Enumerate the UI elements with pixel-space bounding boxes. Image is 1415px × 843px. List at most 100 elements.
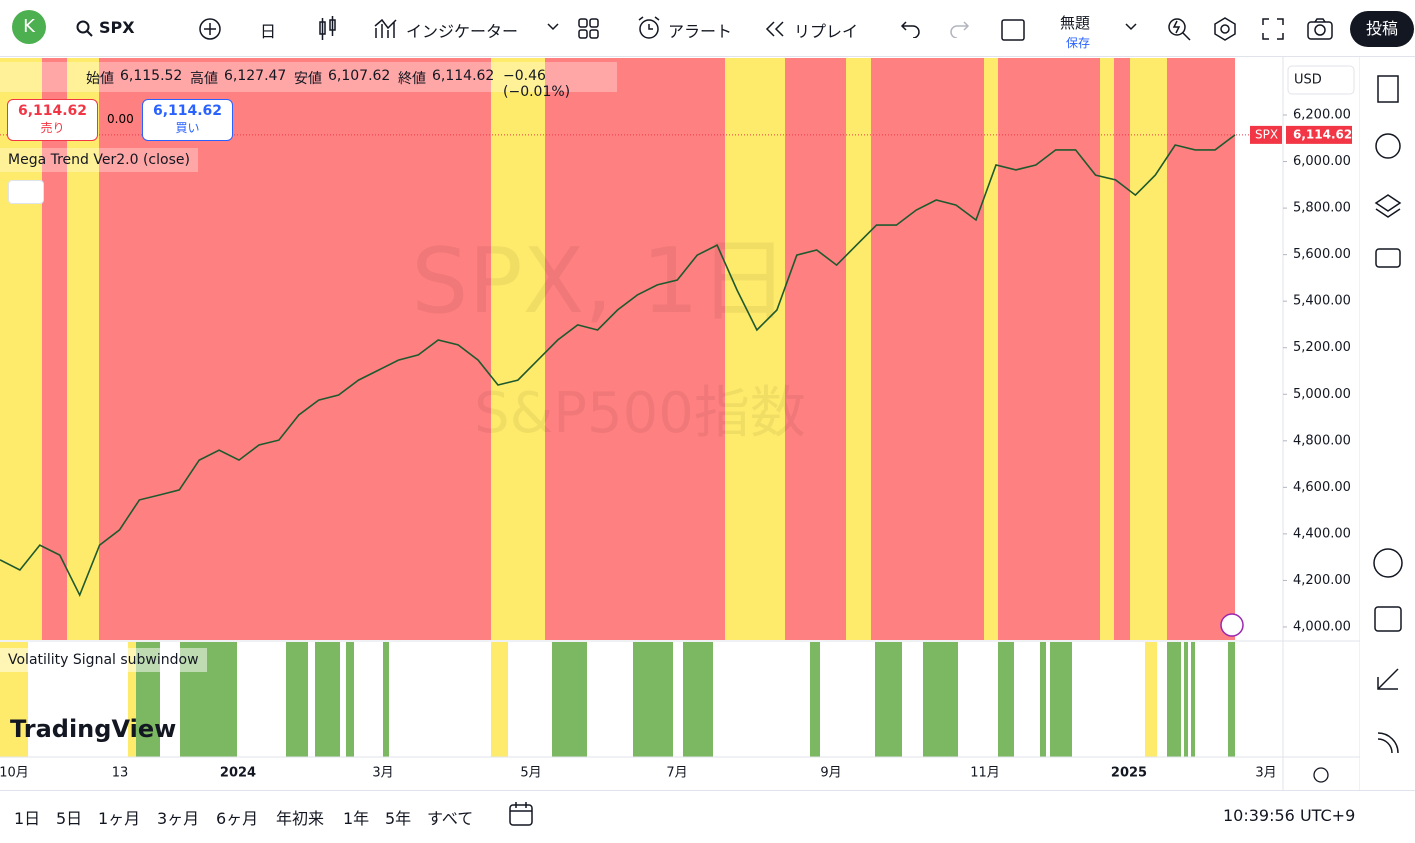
chat-icon[interactable] [1375, 248, 1401, 268]
avatar[interactable]: K [12, 10, 46, 44]
x-tick-label: 10月 [0, 766, 29, 781]
indicators[interactable]: インジケーター [406, 22, 519, 41]
alerts-icon[interactable] [1375, 133, 1401, 159]
low-label: 安値 [294, 71, 322, 87]
layout-name[interactable]: 無題 [1060, 14, 1091, 32]
layout-dropdown[interactable] [1124, 22, 1138, 32]
bull-band [725, 58, 785, 640]
symbol-tag [1250, 125, 1282, 144]
chart-type[interactable] [318, 16, 338, 40]
replay-icon[interactable] [764, 20, 788, 38]
range-button[interactable]: 5日 [56, 809, 83, 828]
save[interactable]: 保存 [1066, 36, 1091, 50]
close-label: 終値 [398, 71, 426, 87]
layers-icon[interactable] [1374, 194, 1402, 218]
currency[interactable]: USD [1294, 73, 1322, 88]
price-line [0, 134, 1236, 598]
alert-icon[interactable] [636, 15, 664, 43]
change: −0.46 (−0.01%) [503, 68, 571, 100]
draw-icon[interactable] [1377, 668, 1399, 690]
close: 6,114.62 [432, 68, 495, 84]
add-symbol[interactable] [198, 17, 222, 41]
signal-bar [346, 642, 354, 757]
range-button[interactable]: 3ヶ月 [157, 809, 200, 828]
layout-box[interactable] [1000, 18, 1026, 42]
search-icon [76, 20, 93, 37]
fullscreen[interactable] [1262, 18, 1284, 40]
tech-icon[interactable] [1373, 548, 1403, 578]
watermark-symbol: SPX, 1日 [411, 229, 789, 334]
y-tick-label: 4,600.00 [1293, 480, 1351, 495]
watchlist-icon[interactable] [1377, 75, 1399, 103]
signal-bar [923, 642, 958, 757]
range-button[interactable]: 1年 [343, 809, 370, 828]
redo[interactable] [948, 18, 970, 38]
time-settings[interactable] [1313, 767, 1329, 783]
x-tick-label: 5月 [520, 766, 541, 781]
chart-area: SPX, 1日 S&P500指数 4,000.00 4,200.00 4,400.0… [0, 57, 1360, 790]
signal-bar [633, 642, 673, 757]
watermark-description: S&P500指数 [474, 381, 806, 446]
replay[interactable]: リプレイ [794, 22, 859, 41]
publish[interactable]: 投稿 [1350, 11, 1414, 47]
range-button[interactable]: すべて [427, 809, 474, 828]
signal-bar [286, 642, 308, 757]
buy-price: 6,114.62 [152, 103, 223, 119]
quick-search[interactable] [1166, 16, 1192, 42]
low: 6,107.62 [328, 68, 391, 84]
symbol[interactable]: SPX [99, 18, 135, 37]
indicators-icon[interactable] [374, 16, 400, 40]
signal-bar [1050, 642, 1072, 757]
alert[interactable]: アラート [668, 22, 733, 41]
undo[interactable] [900, 18, 922, 38]
layouts[interactable] [578, 18, 600, 40]
sell-button[interactable]: 6,114.62 売り [7, 99, 98, 141]
signal-bar [491, 642, 508, 757]
y-tick-label: 5,800.00 [1293, 201, 1351, 216]
signal-bar [1145, 642, 1157, 757]
x-tick-label: 3月 [1255, 766, 1276, 781]
buy-button[interactable]: 6,114.62 買い [142, 99, 233, 141]
trend-bands [0, 58, 1235, 640]
range-button[interactable]: 年初来 [276, 809, 325, 828]
high-label: 高値 [190, 71, 218, 87]
signal-bar [1184, 642, 1188, 757]
x-tick-label: 3月 [372, 766, 393, 781]
y-tick-label: 5,400.00 [1293, 294, 1351, 309]
bull-band [846, 58, 871, 640]
sidebar-icons [1373, 75, 1403, 754]
alert-badge[interactable] [1220, 613, 1244, 637]
goto-date[interactable] [508, 801, 534, 827]
y-tick-label: 4,000.00 [1293, 619, 1351, 634]
signal-bar [810, 642, 820, 757]
bull-band [1100, 58, 1114, 640]
x-tick-label: 11月 [970, 766, 1000, 781]
range-button[interactable]: 1ヶ月 [98, 809, 141, 828]
logo: TradingView [10, 715, 176, 743]
settings[interactable] [1212, 16, 1238, 42]
signal-bar [1040, 642, 1046, 757]
subwindow-label[interactable]: Volatility Signal subwindow [0, 648, 207, 672]
range-button[interactable]: 5年 [385, 809, 412, 828]
calendar-icon[interactable] [1374, 606, 1402, 632]
open: 6,115.52 [120, 68, 183, 84]
range-button[interactable]: 1日 [14, 809, 41, 828]
currency-box[interactable] [1287, 65, 1355, 95]
collapse-button[interactable] [8, 180, 44, 204]
signal-bar [998, 642, 1014, 757]
signal-bar [128, 642, 136, 757]
y-tick-label: 6,200.00 [1293, 108, 1351, 123]
y-tick-label: 5,600.00 [1293, 247, 1351, 262]
bull-band [491, 58, 545, 640]
dropdown[interactable] [546, 22, 560, 32]
screenshot[interactable] [1306, 17, 1334, 41]
x-tick-label: 13 [112, 766, 129, 781]
x-tick-label: 2024 [220, 766, 256, 781]
stream-icon[interactable] [1377, 732, 1399, 754]
indicator-label[interactable]: Mega Trend Ver2.0 (close) [0, 148, 198, 172]
interval[interactable]: 日 [260, 22, 277, 41]
range-button[interactable]: 6ヶ月 [216, 809, 259, 828]
bull-band [984, 58, 998, 640]
y-tick-label: 4,400.00 [1293, 526, 1351, 541]
y-tick-label: 4,800.00 [1293, 433, 1351, 448]
